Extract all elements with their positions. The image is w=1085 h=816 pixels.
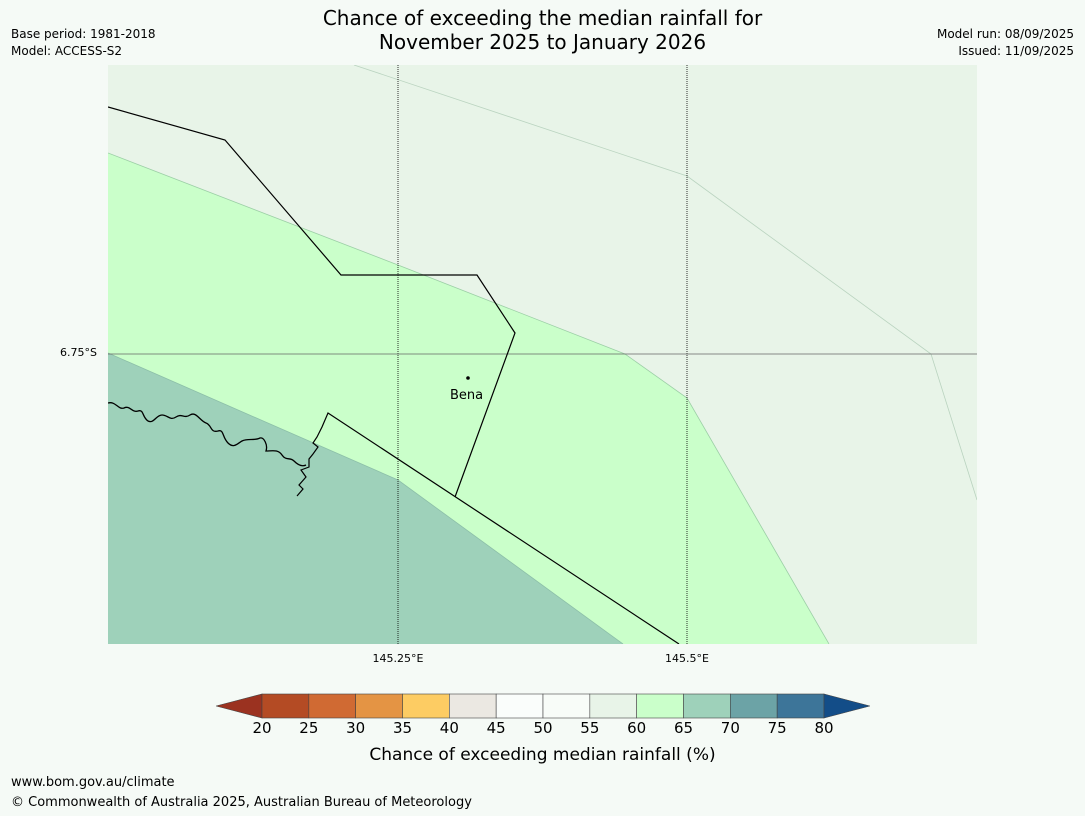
colorbar-segment — [402, 693, 450, 719]
colorbar-segment — [355, 693, 403, 719]
rainfall-map — [108, 65, 977, 644]
colorbar-segment — [636, 693, 684, 719]
colorbar-segment — [261, 693, 310, 719]
meta-left: Base period: 1981-2018 Model: ACCESS-S2 — [11, 26, 156, 60]
province-boundary — [108, 106, 516, 498]
colorbar-segment — [495, 693, 544, 719]
province-boundary — [296, 412, 680, 644]
colorbar-segment — [449, 693, 497, 719]
colorbar-tick-label: 80 — [814, 719, 834, 737]
colorbar-tick-label: 55 — [580, 719, 600, 737]
colorbar-segment — [589, 693, 637, 719]
colorbar-tick-label: 40 — [439, 719, 459, 737]
colorbar-segment — [308, 693, 356, 719]
colorbar-arrow-low — [216, 693, 263, 719]
colorbar — [216, 693, 870, 719]
colorbar-arrow-high — [823, 693, 870, 719]
colorbar-segment — [730, 693, 778, 719]
colorbar-tick-label: 20 — [252, 719, 272, 737]
colorbar-tick-label: 75 — [767, 719, 787, 737]
longitude-label: 145.5°E — [665, 652, 709, 665]
colorbar-tick-label: 60 — [627, 719, 647, 737]
colorbar-label: Chance of exceeding median rainfall (%) — [369, 745, 716, 765]
title-line-1: Chance of exceeding the median rainfall … — [322, 6, 763, 30]
zone-70-75 — [108, 353, 623, 644]
colorbar-tick-label: 50 — [533, 719, 553, 737]
colorbar-tick-label: 45 — [486, 719, 506, 737]
model-run-text: Model run: 08/09/2025 — [936, 27, 1074, 41]
colorbar-ticks: 20 25 30 35 40 45 50 55 60 65 70 75 80 — [0, 719, 1085, 739]
colorbar-tick-label: 25 — [299, 719, 319, 737]
colorbar-tick-label: 70 — [720, 719, 740, 737]
town-label: Bena — [450, 388, 484, 403]
colorbar-tick-label: 30 — [346, 719, 366, 737]
footer-url[interactable]: www.bom.gov.au/climate — [11, 775, 175, 790]
river-line — [108, 402, 307, 467]
footer-copyright: © Commonwealth of Australia 2025, Austra… — [11, 795, 472, 810]
town-marker — [466, 376, 470, 380]
colorbar-tick-label: 35 — [392, 719, 413, 737]
longitude-label: 145.25°E — [372, 652, 424, 665]
colorbar-segment — [776, 693, 825, 719]
colorbar-tick-label: 65 — [673, 719, 694, 737]
meta-right: Model run: 08/09/2025 Issued: 11/09/2025 — [937, 26, 1074, 60]
title-line-2: November 2025 to January 2026 — [378, 30, 707, 54]
colorbar-segment — [542, 693, 591, 719]
colorbar-segment — [683, 693, 731, 719]
latitude-label: 6.75°S — [60, 346, 97, 359]
base-period-text: Base period: 1981-2018 — [11, 27, 156, 41]
contour-line — [353, 65, 977, 501]
model-text: Model: ACCESS-S2 — [11, 44, 123, 58]
map-title: Chance of exceeding the median rainfall … — [0, 6, 1085, 54]
issued-text: Issued: 11/09/2025 — [958, 44, 1074, 58]
